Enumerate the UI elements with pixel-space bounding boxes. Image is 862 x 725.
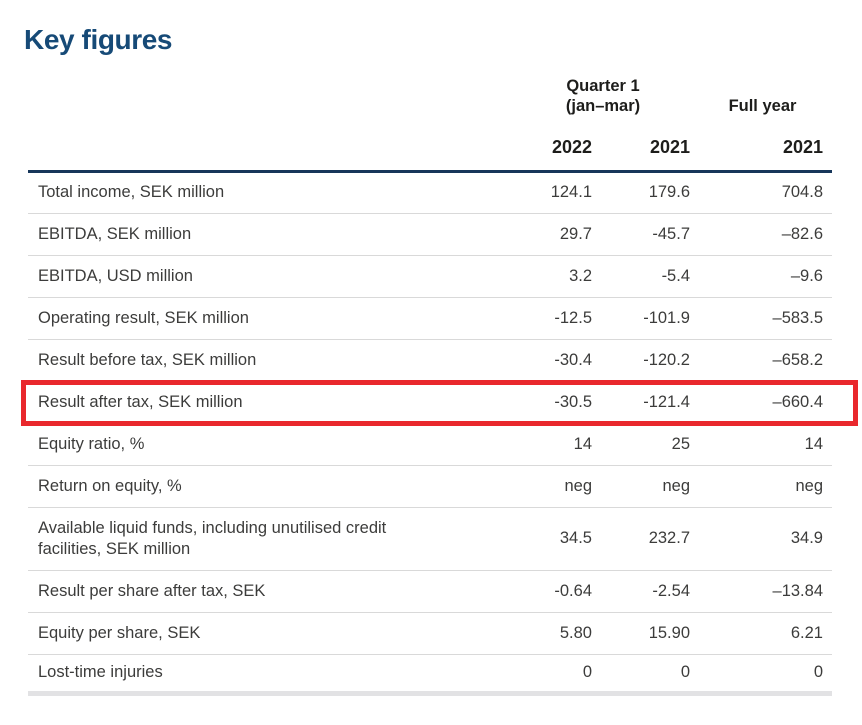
row-label-text: EBITDA, SEK million (38, 224, 192, 243)
row-label-text: Operating result, SEK million (38, 308, 249, 327)
row-label-text: Total income, SEK million (38, 183, 225, 202)
row-label: EBITDA, USD million (28, 254, 468, 297)
row-label-text: Equity ratio, % (38, 434, 145, 453)
value-cell: -120.2 (592, 338, 690, 381)
value-cell: -5.4 (592, 254, 690, 297)
table-row: Result per share after tax, SEK -0.64 -2… (28, 569, 832, 612)
value-cell: 0 (690, 653, 832, 696)
year-header-q-2021: 2021 (592, 118, 690, 173)
row-label: Result per share after tax, SEK (28, 569, 468, 612)
empty-corner-cell (28, 70, 468, 118)
value-cell: neg (592, 464, 690, 507)
value-cell: 14 (690, 422, 832, 465)
value-cell: 25 (592, 422, 690, 465)
row-label: Result before tax, SEK million (28, 338, 468, 381)
value-cell: neg (468, 464, 592, 507)
year-header-fy-2021: 2021 (690, 118, 832, 173)
value-cell: 29.7 (468, 212, 592, 255)
value-cell: 232.7 (592, 506, 690, 570)
page-title: Key figures (24, 24, 173, 55)
value-cell: –13.84 (690, 569, 832, 612)
value-cell: 34.5 (468, 506, 592, 570)
value-cell: –9.6 (690, 254, 832, 297)
value-cell: neg (690, 464, 832, 507)
row-label: Result after tax, SEK million (28, 380, 468, 423)
year-header-q-2022: 2022 (468, 118, 592, 173)
row-label: Equity per share, SEK (28, 611, 468, 654)
row-label-text: Result after tax, SEK million (38, 392, 243, 411)
value-cell: 179.6 (648, 183, 690, 201)
full-year-group-header: Full year (728, 96, 797, 115)
table-row: EBITDA, SEK million 29.7 -45.7 –82.6 (28, 212, 832, 255)
value-cell: -0.64 (468, 569, 592, 612)
row-label-text: Result before tax, SEK million (38, 350, 257, 369)
row-label: Available liquid funds, including unutil… (28, 506, 468, 570)
value-cell: -30.5 (468, 380, 592, 423)
table-row: Total income, SEK million 124.1 179.6 70… (28, 171, 832, 213)
table-row: Available liquid funds, including unutil… (28, 506, 832, 570)
table-header: Quarter 1 (jan–mar) Full year 2022 2021 … (28, 70, 832, 173)
value-cell: –658.2 (690, 338, 832, 381)
table-row: Equity per share, SEK 5.80 15.90 6.21 (28, 611, 832, 654)
table-body: Total income, SEK million 124.1 179.6 70… (28, 171, 832, 696)
year-header-row: 2022 2021 2021 (28, 118, 832, 173)
row-label: Total income, SEK million (28, 171, 468, 213)
value-cell: –82.6 (690, 212, 832, 255)
value-cell: 3.2 (468, 254, 592, 297)
column-group-header-row: Quarter 1 (jan–mar) Full year (28, 70, 832, 118)
value-cell: -30.4 (468, 338, 592, 381)
value-cell: 0 (592, 653, 690, 696)
value-cell: 704.8 (781, 183, 823, 201)
value-cell: 124.1 (550, 183, 592, 201)
quarter-group-line2: (jan–mar) (565, 96, 641, 115)
value-cell: 34.9 (690, 506, 832, 570)
row-label: Lost-time injuries (28, 653, 468, 696)
value-cell: 6.21 (690, 611, 832, 654)
row-label-text: Return on equity, % (38, 476, 182, 495)
quarter-group-header: Quarter 1 (jan–mar) (468, 70, 690, 118)
value-cell: 14 (468, 422, 592, 465)
row-label-text: Available liquid funds, including unutil… (38, 518, 387, 558)
key-figures-table-container: Quarter 1 (jan–mar) Full year 2022 2021 … (21, 70, 858, 696)
value-cell: -2.54 (592, 569, 690, 612)
row-label-text: Result per share after tax, SEK (38, 581, 266, 600)
value-cell: –583.5 (690, 296, 832, 339)
table-row: Return on equity, % neg neg neg (28, 464, 832, 507)
row-label: EBITDA, SEK million (28, 212, 468, 255)
value-cell: 0 (468, 653, 592, 696)
table-row: Operating result, SEK million -12.5 -101… (28, 296, 832, 339)
table-row-highlighted: Result after tax, SEK million -30.5 -121… (28, 380, 832, 423)
value-cell: -12.5 (468, 296, 592, 339)
value-cell: –660.4 (690, 380, 832, 423)
row-label: Equity ratio, % (28, 422, 468, 465)
row-label-text: Lost-time injuries (38, 663, 163, 682)
row-label-text: Equity per share, SEK (38, 623, 201, 642)
row-label-text: EBITDA, USD million (38, 266, 193, 285)
value-cell: 5.80 (468, 611, 592, 654)
quarter-group-line1: Quarter 1 (566, 77, 640, 96)
table-row: Equity ratio, % 14 25 14 (28, 422, 832, 465)
row-label: Operating result, SEK million (28, 296, 468, 339)
key-figures-table: Quarter 1 (jan–mar) Full year 2022 2021 … (28, 70, 832, 696)
table-row: Lost-time injuries 0 0 0 (28, 653, 832, 696)
value-cell: -45.7 (592, 212, 690, 255)
row-label: Return on equity, % (28, 464, 468, 507)
value-cell: 15.90 (592, 611, 690, 654)
empty-corner-cell (28, 118, 468, 173)
table-row: Result before tax, SEK million -30.4 -12… (28, 338, 832, 381)
table-row: EBITDA, USD million 3.2 -5.4 –9.6 (28, 254, 832, 297)
value-cell: -101.9 (592, 296, 690, 339)
value-cell: -121.4 (592, 380, 690, 423)
